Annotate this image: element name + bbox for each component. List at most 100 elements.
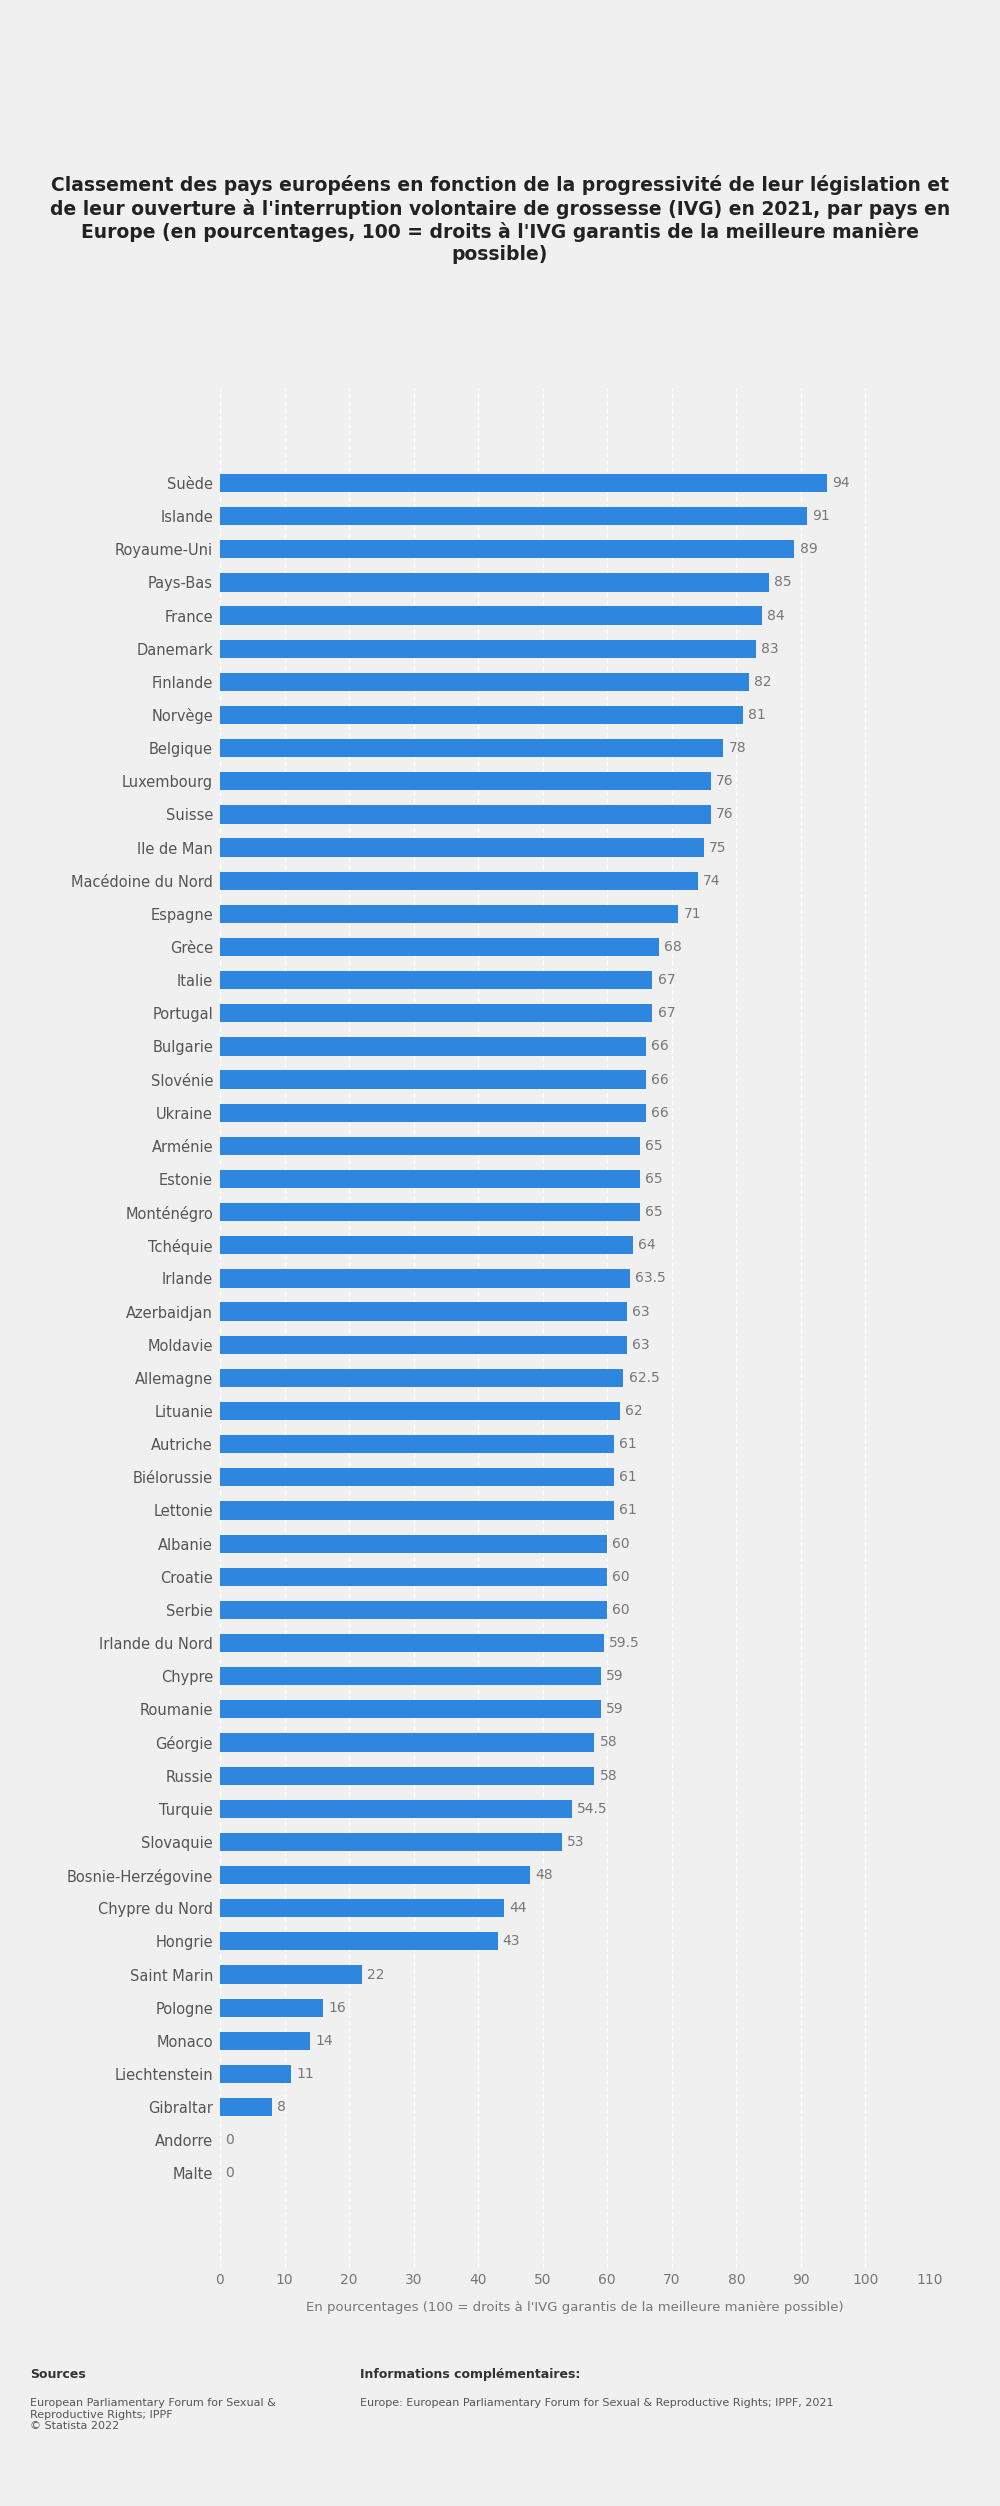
Text: 62.5: 62.5 bbox=[629, 1371, 659, 1386]
Bar bbox=[220, 739, 723, 757]
Text: 81: 81 bbox=[748, 709, 766, 722]
Bar bbox=[220, 1767, 594, 1784]
Bar bbox=[220, 1699, 601, 1719]
Bar bbox=[220, 1436, 614, 1453]
Text: 48: 48 bbox=[535, 1867, 553, 1882]
Text: 78: 78 bbox=[729, 742, 746, 754]
Bar bbox=[220, 1235, 633, 1256]
Text: 65: 65 bbox=[645, 1205, 662, 1220]
Text: 76: 76 bbox=[716, 774, 733, 789]
Text: 83: 83 bbox=[761, 642, 779, 657]
Bar bbox=[220, 1666, 601, 1687]
Bar bbox=[220, 1103, 646, 1123]
Text: 91: 91 bbox=[813, 509, 830, 524]
Bar bbox=[220, 905, 678, 922]
Bar bbox=[220, 1900, 504, 1917]
Text: 66: 66 bbox=[651, 1040, 669, 1053]
Bar bbox=[220, 1368, 623, 1386]
Bar bbox=[220, 1401, 620, 1421]
Text: 94: 94 bbox=[832, 476, 850, 491]
Text: 66: 66 bbox=[651, 1073, 669, 1088]
Text: 65: 65 bbox=[645, 1138, 662, 1153]
Bar bbox=[220, 1832, 562, 1852]
Text: 63: 63 bbox=[632, 1306, 649, 1318]
Text: Europe: European Parliamentary Forum for Sexual & Reproductive Rights; IPPF, 202: Europe: European Parliamentary Forum for… bbox=[360, 2398, 834, 2408]
Text: 58: 58 bbox=[600, 1769, 617, 1782]
Text: 68: 68 bbox=[664, 940, 682, 955]
Bar bbox=[220, 1070, 646, 1088]
Bar bbox=[220, 1203, 640, 1220]
Text: 61: 61 bbox=[619, 1471, 637, 1484]
Bar bbox=[220, 1932, 498, 1950]
Text: 63.5: 63.5 bbox=[635, 1271, 666, 1286]
Text: Informations complémentaires:: Informations complémentaires: bbox=[360, 2368, 580, 2381]
Bar bbox=[220, 1799, 572, 1817]
Bar bbox=[220, 574, 769, 591]
Bar bbox=[220, 1469, 614, 1486]
Text: European Parliamentary Forum for Sexual &
Reproductive Rights; IPPF
© Statista 2: European Parliamentary Forum for Sexual … bbox=[30, 2398, 276, 2431]
Bar bbox=[220, 1037, 646, 1055]
Bar bbox=[220, 2000, 323, 2017]
Text: 44: 44 bbox=[509, 1902, 527, 1915]
Text: 67: 67 bbox=[658, 972, 675, 987]
Bar bbox=[220, 1534, 607, 1554]
Text: 43: 43 bbox=[503, 1935, 520, 1947]
Bar bbox=[220, 1965, 362, 1985]
Text: Sources: Sources bbox=[30, 2368, 86, 2381]
Text: 14: 14 bbox=[316, 2035, 333, 2047]
Bar bbox=[220, 2032, 310, 2050]
Text: 16: 16 bbox=[328, 2000, 346, 2015]
Text: 71: 71 bbox=[683, 907, 701, 920]
Text: 0: 0 bbox=[225, 2165, 234, 2180]
Bar bbox=[220, 639, 756, 657]
Text: 8: 8 bbox=[277, 2100, 286, 2115]
Bar bbox=[220, 1501, 614, 1519]
Bar bbox=[220, 1569, 607, 1586]
Text: 74: 74 bbox=[703, 875, 720, 887]
Text: 61: 61 bbox=[619, 1504, 637, 1519]
Bar bbox=[220, 506, 807, 526]
Bar bbox=[220, 970, 652, 990]
Bar bbox=[220, 1138, 640, 1155]
Text: 60: 60 bbox=[612, 1604, 630, 1616]
Text: Classement des pays européens en fonction de la progressivité de leur législatio: Classement des pays européens en fonctio… bbox=[50, 175, 950, 263]
Bar bbox=[220, 937, 659, 957]
Text: 11: 11 bbox=[296, 2067, 314, 2080]
Text: 0: 0 bbox=[225, 2133, 234, 2148]
Bar bbox=[220, 606, 762, 624]
Text: 82: 82 bbox=[754, 674, 772, 689]
Bar bbox=[220, 541, 794, 559]
Bar bbox=[220, 772, 711, 789]
Bar bbox=[220, 804, 711, 824]
Bar bbox=[220, 1336, 627, 1353]
Text: 84: 84 bbox=[767, 609, 785, 621]
Text: 76: 76 bbox=[716, 807, 733, 822]
Bar bbox=[220, 1867, 530, 1885]
Text: 67: 67 bbox=[658, 1007, 675, 1020]
Text: 89: 89 bbox=[800, 541, 817, 556]
Bar bbox=[220, 1601, 607, 1619]
Text: 22: 22 bbox=[367, 1967, 385, 1982]
Text: 61: 61 bbox=[619, 1436, 637, 1451]
X-axis label: En pourcentages (100 = droits à l'IVG garantis de la meilleure manière possible): En pourcentages (100 = droits à l'IVG ga… bbox=[306, 2301, 844, 2313]
Bar bbox=[220, 872, 698, 890]
Bar bbox=[220, 1634, 604, 1651]
Bar bbox=[220, 1734, 594, 1752]
Text: 63: 63 bbox=[632, 1338, 649, 1351]
Bar bbox=[220, 1271, 630, 1288]
Text: 59.5: 59.5 bbox=[609, 1636, 640, 1649]
Text: 62: 62 bbox=[625, 1403, 643, 1418]
Text: 60: 60 bbox=[612, 1569, 630, 1584]
Text: 53: 53 bbox=[567, 1834, 585, 1849]
Text: 75: 75 bbox=[709, 840, 727, 855]
Bar bbox=[220, 2065, 291, 2082]
Text: 66: 66 bbox=[651, 1105, 669, 1120]
Bar bbox=[220, 1303, 627, 1321]
Text: 59: 59 bbox=[606, 1702, 624, 1717]
Text: 58: 58 bbox=[600, 1737, 617, 1749]
Text: 85: 85 bbox=[774, 576, 791, 589]
Text: 59: 59 bbox=[606, 1669, 624, 1684]
Bar bbox=[220, 840, 704, 857]
Text: 65: 65 bbox=[645, 1173, 662, 1185]
Bar bbox=[220, 672, 749, 692]
